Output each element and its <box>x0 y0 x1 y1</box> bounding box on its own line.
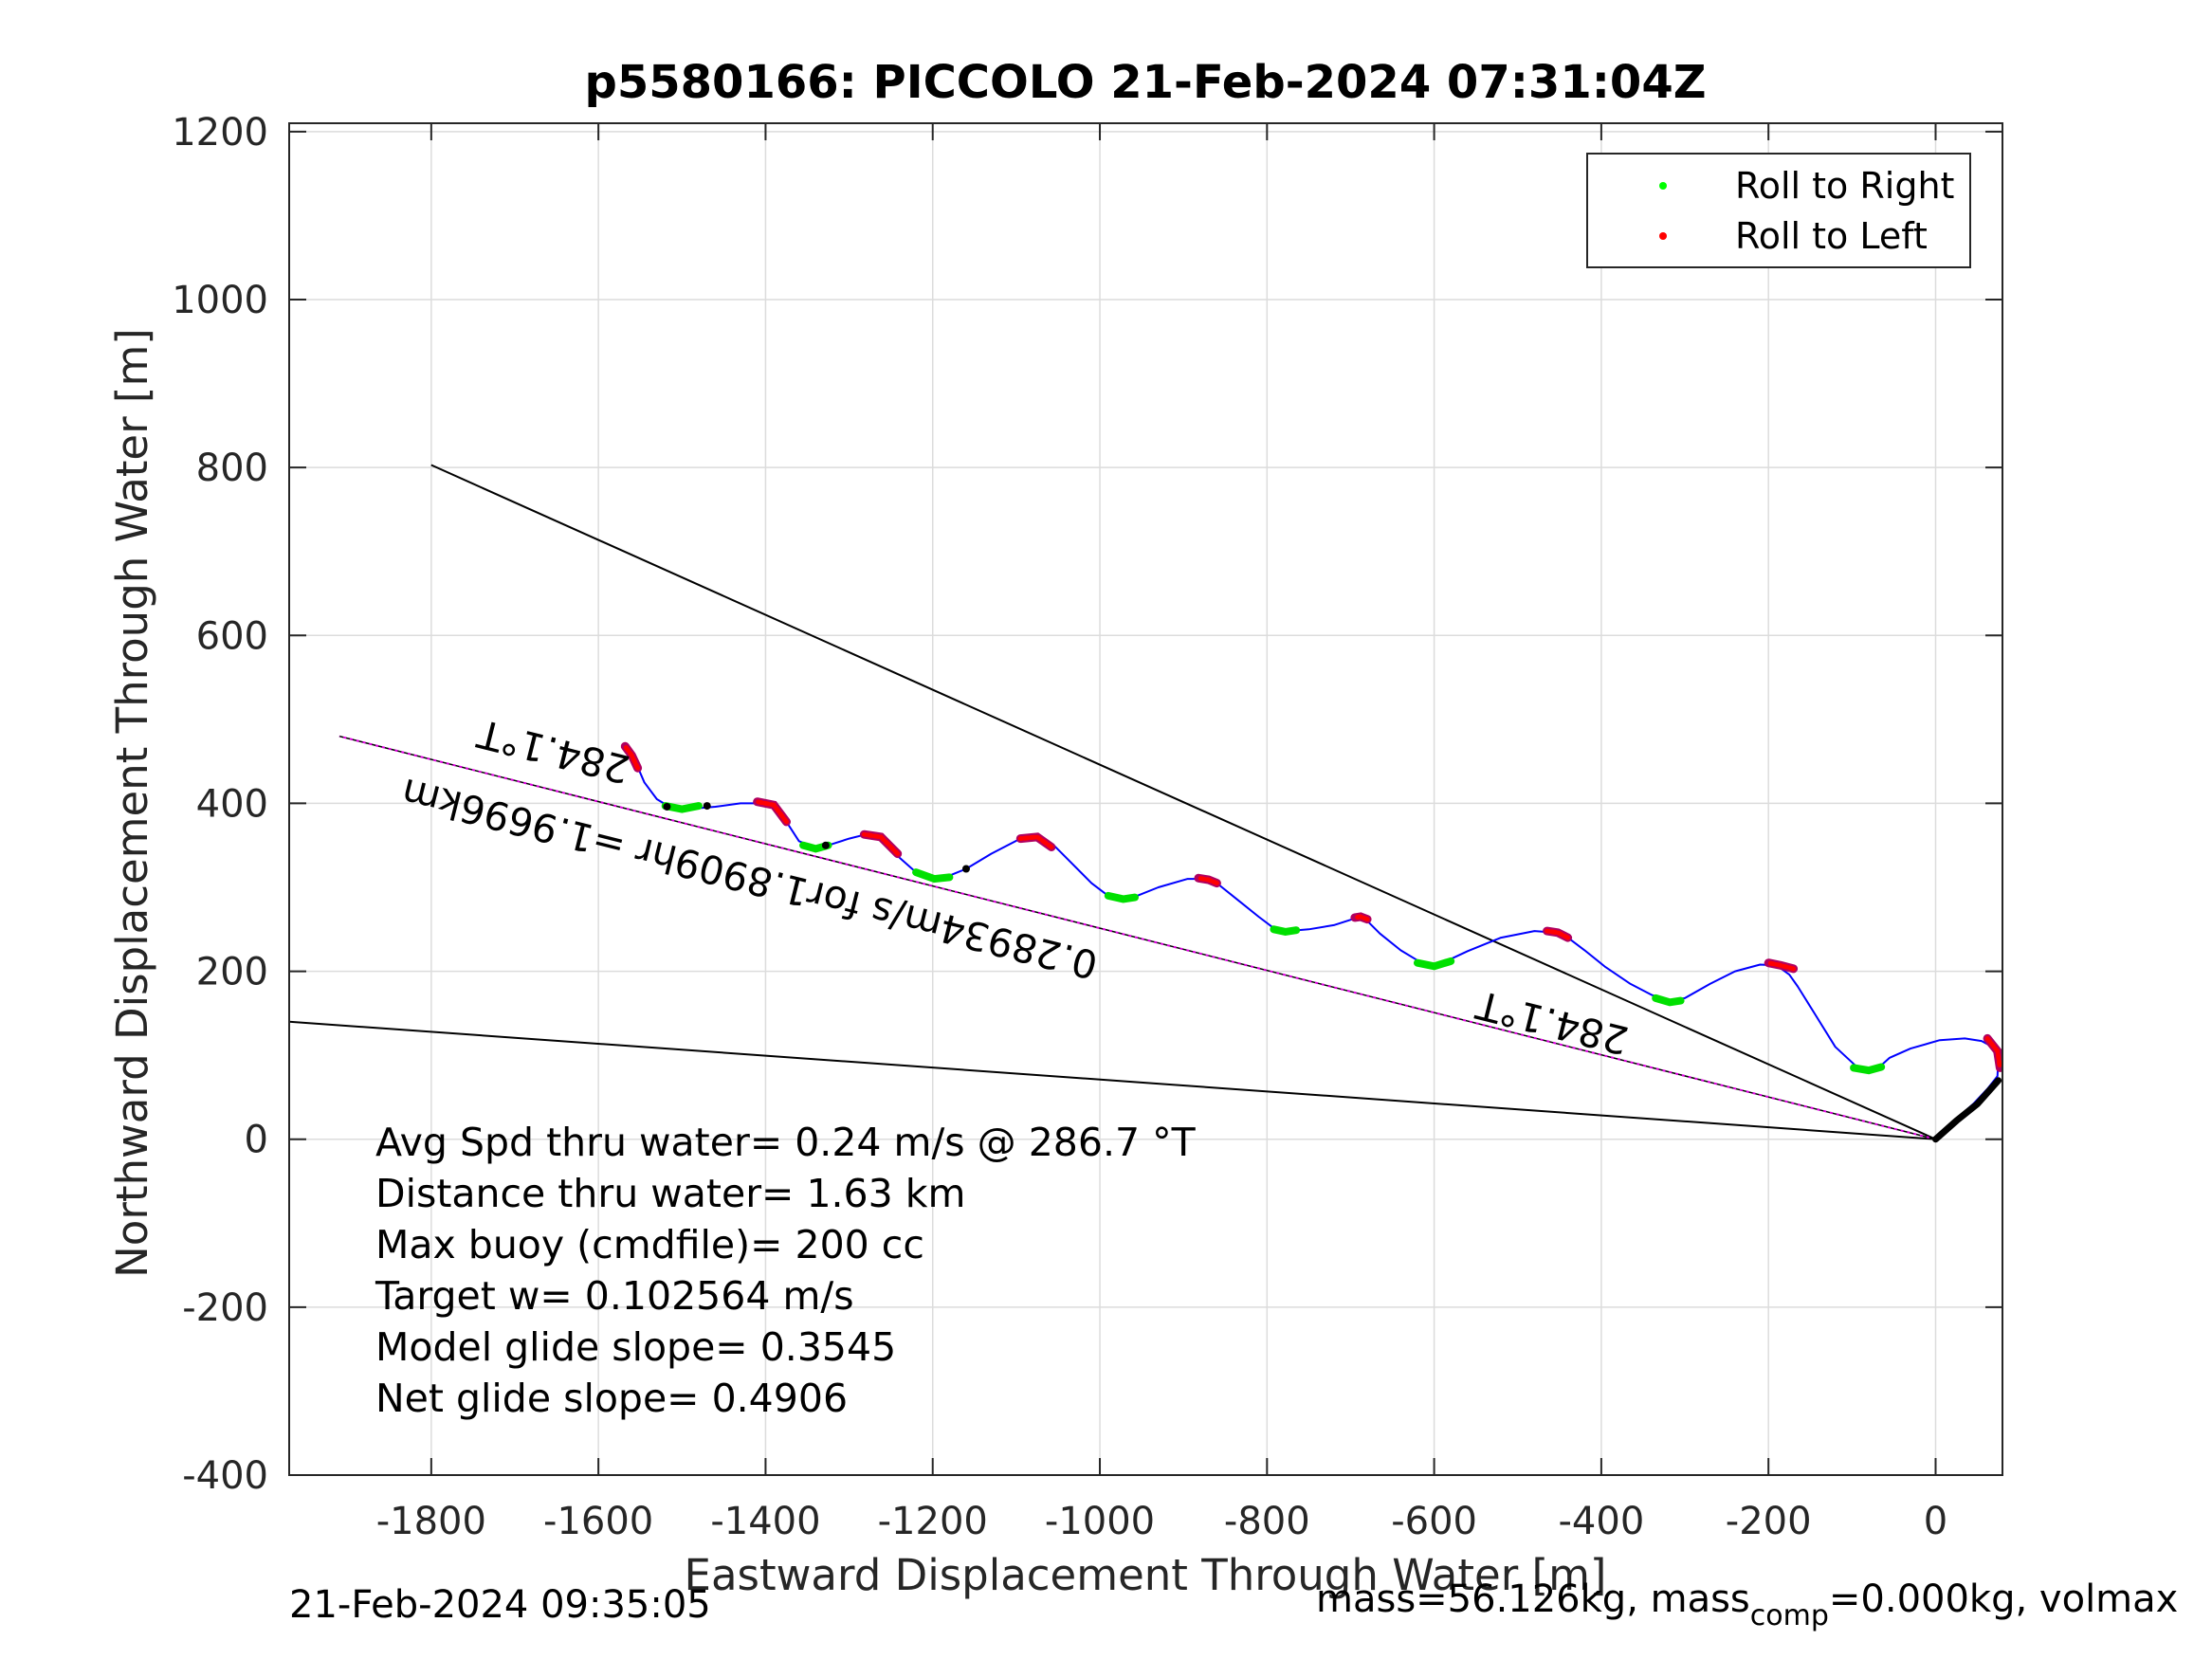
line-annotation: 0.28934m/s for1.8909hr =1.9696km <box>397 769 1103 987</box>
axes-box <box>288 122 2003 1476</box>
reference-line <box>430 464 1936 1140</box>
x-tick-label: -200 <box>1726 1500 1812 1543</box>
stat-net-glide: Net glide slope= 0.4906 <box>375 1376 849 1421</box>
y-tick-label: 400 <box>196 782 268 826</box>
stat-model-glide: Model glide slope= 0.3545 <box>375 1324 897 1370</box>
left-roll-segment <box>1765 960 1797 972</box>
glider-track <box>627 746 2002 1143</box>
x-tick-label: -800 <box>1224 1500 1310 1543</box>
y-tick-label: 200 <box>196 951 268 994</box>
start-segment <box>1932 1077 2002 1143</box>
left-roll-segment <box>1545 928 1571 940</box>
x-tick-label: -1600 <box>543 1500 653 1543</box>
right-roll-segment <box>661 802 703 813</box>
x-axis-label: Eastward Displacement Through Water [m] <box>685 1550 1607 1600</box>
legend-label-right: Roll to Right <box>1735 165 1954 207</box>
black-marker <box>961 865 970 873</box>
x-tick-label: -1200 <box>878 1500 988 1543</box>
black-marker <box>663 802 671 811</box>
stat-avg-speed: Avg Spd thru water= 0.24 m/s @ 286.7 °T <box>375 1120 1196 1165</box>
footer-mass-suffix: =0.000kg, volmax <box>1828 1577 2179 1621</box>
track-line <box>627 746 2000 1140</box>
right-roll-segment <box>1270 925 1301 936</box>
y-tick-label: 800 <box>196 447 268 490</box>
reference-line <box>289 1020 1936 1140</box>
legend-marker-right <box>1659 182 1667 190</box>
footer-mass-sub: comp <box>1749 1599 1829 1632</box>
black-marker <box>821 841 830 849</box>
y-tick-label: -200 <box>182 1286 268 1330</box>
y-tick-label: 0 <box>245 1119 268 1162</box>
chart-title: p5580166: PICCOLO 21-Feb-2024 07:31:04Z <box>584 56 1706 109</box>
left-roll-segment <box>755 799 789 825</box>
stat-distance: Distance thru water= 1.63 km <box>375 1171 966 1216</box>
x-tick-label: 0 <box>1924 1500 1947 1543</box>
legend: Roll to Right Roll to Left <box>1586 153 1971 268</box>
x-tick-label: -1800 <box>376 1500 486 1543</box>
legend-box <box>1586 153 1971 268</box>
reference-lines <box>289 464 1936 1140</box>
stats-block: Avg Spd thru water= 0.24 m/s @ 286.7 °T … <box>375 1117 1196 1424</box>
legend-marker-left <box>1659 232 1667 240</box>
footer-timestamp: 21-Feb-2024 09:35:05 <box>289 1583 711 1627</box>
left-roll-segment <box>622 743 641 771</box>
heading-line <box>338 735 1936 1140</box>
right-roll-segment <box>912 868 954 884</box>
y-tick-label: 1000 <box>172 279 268 322</box>
x-tick-label: -1000 <box>1045 1500 1155 1543</box>
right-roll-segment <box>1850 1063 1886 1075</box>
right-roll-segment <box>1414 957 1455 971</box>
footer-mass-info: mass=56.126kg, masscomp=0.000kg, volmax <box>1316 1577 2212 1632</box>
left-roll-segment <box>1352 914 1370 922</box>
roll-segments <box>620 741 2002 1075</box>
y-tick-label: -400 <box>182 1454 268 1498</box>
stat-max-buoy: Max buoy (cmdfile)= 200 cc <box>375 1222 924 1267</box>
x-tick-label: -400 <box>1559 1500 1645 1543</box>
y-tick-label: 1200 <box>172 111 268 155</box>
y-tick-label: 600 <box>196 614 268 658</box>
line-annotation: 284.1°T <box>472 710 634 792</box>
right-roll-segment <box>1104 891 1139 903</box>
stat-target-w: Target w= 0.102564 m/s <box>375 1273 854 1319</box>
left-roll-segment <box>1017 834 1054 849</box>
left-roll-segment <box>1984 1035 2002 1070</box>
left-roll-segment <box>1196 875 1219 886</box>
legend-label-left: Roll to Left <box>1735 215 1928 257</box>
x-tick-label: -600 <box>1391 1500 1477 1543</box>
black-marker <box>703 802 711 811</box>
axes: -1800 -1600 -1400 -1200 -1000 -800 -600 -400 -20… <box>172 111 2003 1543</box>
footer-mass-prefix: mass=56.126kg, mass <box>1316 1577 1750 1621</box>
y-axis-label: Northward Displacement Through Water [m] <box>107 328 157 1278</box>
right-roll-segment <box>1652 994 1685 1007</box>
x-tick-label: -1400 <box>710 1500 820 1543</box>
left-roll-segment <box>861 831 901 857</box>
